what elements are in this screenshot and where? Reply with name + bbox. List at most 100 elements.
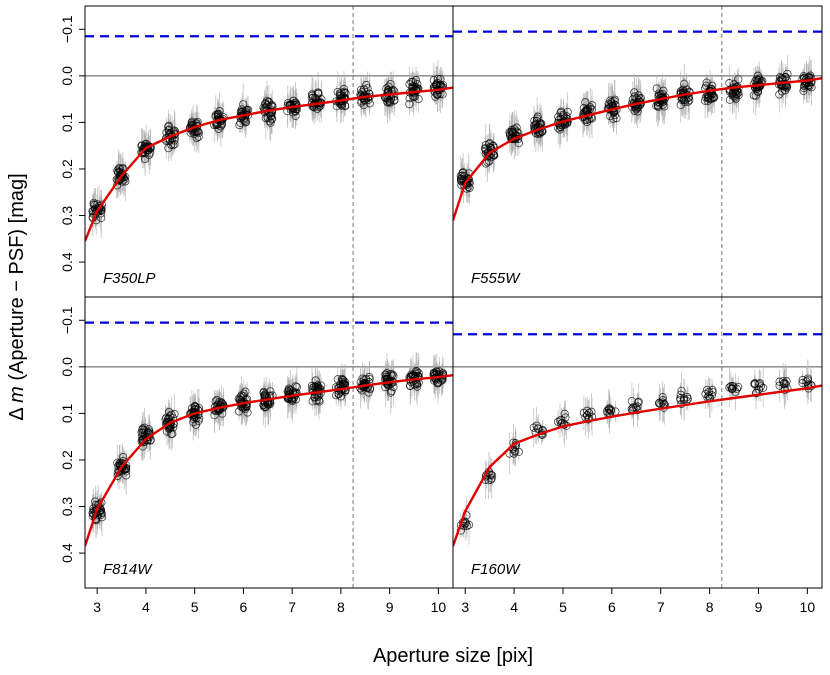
data-point [734,91,743,100]
data-point [365,372,374,382]
data-point [511,447,520,456]
model-curve [85,374,453,547]
data-point [512,123,521,132]
data-point [192,133,201,143]
data-point [604,404,613,413]
data-point [606,407,616,416]
data-point [390,96,399,105]
data-point [485,157,494,166]
y-tick-label: 0.4 [59,543,75,563]
data-point [804,74,813,83]
y-axis-title-prefix: Δ [6,403,28,421]
data-point [510,446,519,455]
data-point [339,379,348,388]
data-point [433,379,443,388]
data-point [121,464,131,473]
data-point [456,171,465,181]
data-point [405,100,414,109]
data-point [799,86,808,95]
data-point [314,97,323,106]
data-point [194,132,203,141]
x-tick-label: 3 [461,599,469,615]
data-point [633,402,642,411]
data-point [633,398,643,407]
data-point [610,95,619,104]
panel-label: F555W [471,270,521,287]
y-tick-label: 0.1 [59,112,75,132]
data-point [189,418,198,427]
data-point [703,385,712,394]
data-point [529,423,538,432]
data-point [118,163,127,173]
data-point [750,379,759,388]
data-point [680,79,689,88]
data-point [308,102,318,111]
axes-layer: −0.1 0.0 0.1 0.2 0.3 0.4 −0.1 0.0 0.1 0.2 0.3 0.4 3 4… [59,5,823,615]
data-point [486,475,496,484]
data-point [750,380,760,389]
data-point [162,133,171,142]
data-point [628,95,637,104]
data-point [505,129,515,138]
data-point [191,420,201,429]
y-tick-label: 0.0 [59,66,75,86]
panel-frame [452,296,823,589]
data-point [333,375,342,384]
panel-label: F350LP [103,270,156,287]
data-point [170,136,179,145]
data-point [308,397,317,406]
data-point [655,398,664,407]
data-point [137,148,146,157]
data-point [412,85,421,95]
x-tick-label: 10 [431,599,447,615]
data-point [381,370,390,379]
data-point [433,78,442,88]
data-point [463,174,473,183]
data-point [213,110,222,119]
data-point [780,378,789,388]
data-point [312,396,321,405]
x-tick-label: 7 [288,599,296,615]
data-point [138,149,147,158]
data-point [167,429,176,439]
data-point [362,80,371,90]
data-point [170,140,179,149]
data-point [356,85,366,95]
data-point [583,105,592,115]
data-point [95,203,104,213]
data-point [387,386,396,396]
data-point [261,393,270,402]
data-point [164,126,173,135]
x-tick-label: 8 [337,599,345,615]
x-tick-label: 10 [800,599,816,615]
panel-frame [452,5,823,298]
data-point [164,424,174,433]
data-point [265,117,274,126]
x-tick-label: 5 [191,599,199,615]
data-point [291,111,300,120]
x-tick-label: 9 [386,599,394,615]
data-point [97,509,106,518]
data-point [383,373,392,382]
data-point [682,392,692,402]
data-point [553,417,563,426]
data-point [803,374,812,383]
data-point [701,93,710,102]
data-point [413,382,422,391]
data-point [560,409,569,418]
data-point [782,377,791,386]
y-axis-title: Δ m (Aperture − PSF) [mag] [6,173,28,420]
data-point [751,91,760,100]
data-point [170,409,179,419]
data-point [486,470,495,479]
data-point [382,369,391,378]
panel-label: F160W [471,561,521,578]
data-point [365,99,374,108]
data-point [775,90,784,99]
data-point [677,386,686,395]
data-point [729,382,738,391]
data-point [433,74,442,83]
data-point [411,76,421,85]
data-point [781,80,791,89]
data-point [555,416,565,425]
